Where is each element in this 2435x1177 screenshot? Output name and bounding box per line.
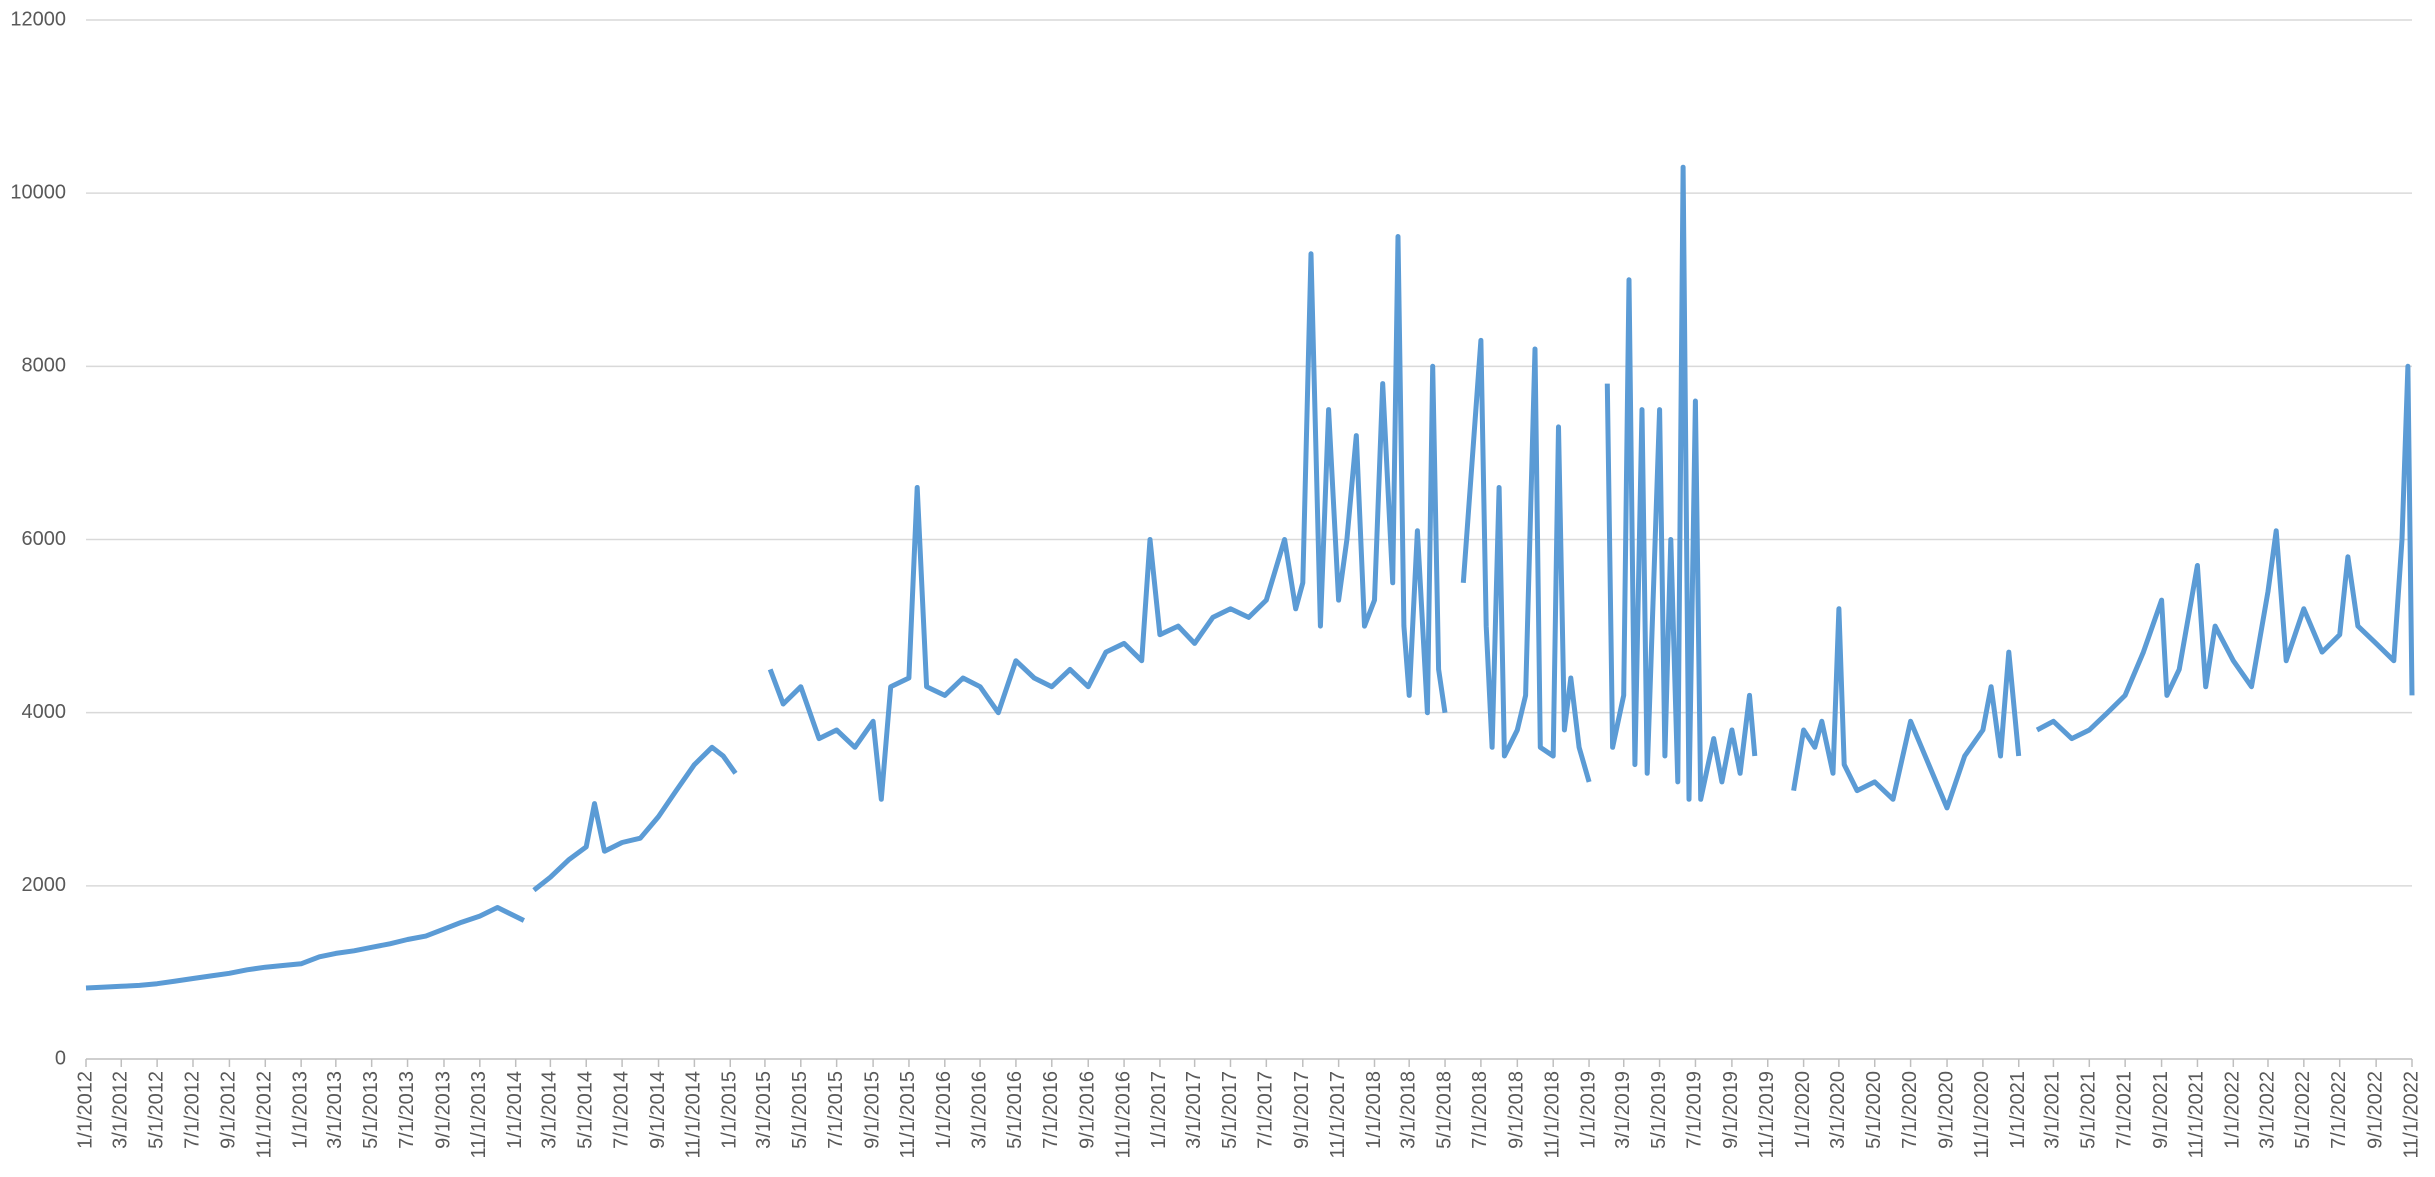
x-tick-label: 9/1/2012 (218, 1071, 240, 1149)
x-tick-label: 3/1/2017 (1183, 1071, 1205, 1149)
x-tick-label: 9/1/2017 (1291, 1071, 1313, 1149)
x-tick-label: 5/1/2015 (789, 1071, 811, 1149)
x-tick-label: 9/1/2022 (2364, 1071, 2386, 1149)
x-tick-label: 3/1/2018 (1397, 1071, 1419, 1149)
x-tick-label: 9/1/2020 (1935, 1071, 1957, 1149)
x-tick-label: 3/1/2015 (753, 1071, 775, 1149)
x-tick-label: 5/1/2020 (1863, 1071, 1885, 1149)
x-tick-label: 1/1/2021 (2007, 1071, 2029, 1149)
data-line (85, 164, 2415, 991)
x-tick-label: 9/1/2016 (1077, 1071, 1099, 1149)
x-tick-label: 7/1/2022 (2328, 1071, 2350, 1149)
x-tick-label: 11/1/2022 (2400, 1071, 2422, 1159)
x-tick-label: 1/1/2014 (504, 1071, 526, 1149)
x-tick-label: 7/1/2012 (181, 1071, 203, 1149)
y-tick-label: 2000 (22, 874, 67, 896)
x-tick-label: 7/1/2019 (1684, 1071, 1706, 1149)
x-tick-label: 1/1/2017 (1148, 1071, 1170, 1149)
x-tick-label: 11/1/2013 (468, 1071, 490, 1159)
x-tick-label: 1/1/2016 (933, 1071, 955, 1149)
x-tick-label: 11/1/2014 (683, 1071, 705, 1159)
x-tick-label: 9/1/2019 (1720, 1071, 1742, 1149)
x-tick-label: 11/1/2019 (1756, 1071, 1778, 1159)
y-tick-label: 0 (55, 1047, 66, 1069)
x-tick-label: 3/1/2013 (324, 1071, 346, 1149)
x-tick-label: 3/1/2020 (1827, 1071, 1849, 1149)
x-tick-label: 5/1/2019 (1648, 1071, 1670, 1149)
x-tick-label: 7/1/2013 (396, 1071, 418, 1149)
x-tick-label: 7/1/2015 (825, 1071, 847, 1149)
x-tick-label: 1/1/2018 (1363, 1071, 1385, 1149)
x-tick-label: 3/1/2019 (1612, 1071, 1634, 1149)
x-tick-label: 5/1/2016 (1004, 1071, 1026, 1149)
x-tick-label: 11/1/2016 (1112, 1071, 1134, 1159)
x-tick-label: 5/1/2022 (2292, 1071, 2314, 1149)
x-tick-label: 11/1/2015 (897, 1071, 919, 1159)
x-tick-label: 11/1/2017 (1327, 1071, 1349, 1159)
x-tick-label: 5/1/2013 (360, 1071, 382, 1149)
x-tick-label: 3/1/2016 (968, 1071, 990, 1149)
x-tick-label: 5/1/2017 (1219, 1071, 1241, 1149)
x-tick-label: 9/1/2013 (432, 1071, 454, 1149)
x-tick-label: 5/1/2012 (145, 1071, 167, 1149)
y-tick-label: 10000 (10, 181, 66, 203)
x-tick-label: 1/1/2020 (1792, 1071, 1814, 1149)
x-tick-label: 5/1/2021 (2078, 1071, 2100, 1149)
x-tick-label: 7/1/2021 (2113, 1071, 2135, 1149)
x-tick-label: 11/1/2012 (254, 1071, 276, 1159)
x-tick-label: 9/1/2021 (2150, 1071, 2172, 1149)
y-tick-label: 4000 (22, 701, 67, 723)
x-tick-label: 1/1/2012 (74, 1071, 96, 1149)
x-tick-label: 9/1/2015 (861, 1071, 883, 1149)
x-tick-label: 11/1/2020 (1971, 1071, 1993, 1159)
x-tick-label: 7/1/2020 (1899, 1071, 1921, 1149)
y-tick-label: 6000 (22, 528, 67, 550)
x-tick-label: 3/1/2021 (2042, 1071, 2064, 1149)
x-tick-label: 11/1/2021 (2186, 1071, 2208, 1159)
y-tick-label: 12000 (10, 8, 66, 30)
x-tick-label: 7/1/2016 (1040, 1071, 1062, 1149)
x-tick-label: 3/1/2014 (539, 1071, 561, 1149)
x-tick-label: 1/1/2015 (719, 1071, 741, 1149)
x-tick-label: 5/1/2014 (575, 1071, 597, 1149)
x-tick-label: 1/1/2022 (2222, 1071, 2244, 1149)
x-tick-label: 3/1/2012 (110, 1071, 132, 1149)
y-tick-label: 8000 (22, 355, 67, 377)
x-tick-label: 5/1/2018 (1433, 1071, 1455, 1149)
x-tick-label: 3/1/2022 (2256, 1071, 2278, 1149)
x-tick-label: 1/1/2013 (289, 1071, 311, 1149)
x-tick-label: 1/1/2019 (1577, 1071, 1599, 1149)
x-tick-label: 7/1/2018 (1469, 1071, 1491, 1149)
x-tick-label: 7/1/2014 (610, 1071, 632, 1149)
x-tick-label: 7/1/2017 (1255, 1071, 1277, 1149)
x-tick-label: 9/1/2014 (647, 1071, 669, 1149)
x-tick-label: 11/1/2018 (1541, 1071, 1563, 1159)
x-tick-label: 9/1/2018 (1506, 1071, 1528, 1149)
